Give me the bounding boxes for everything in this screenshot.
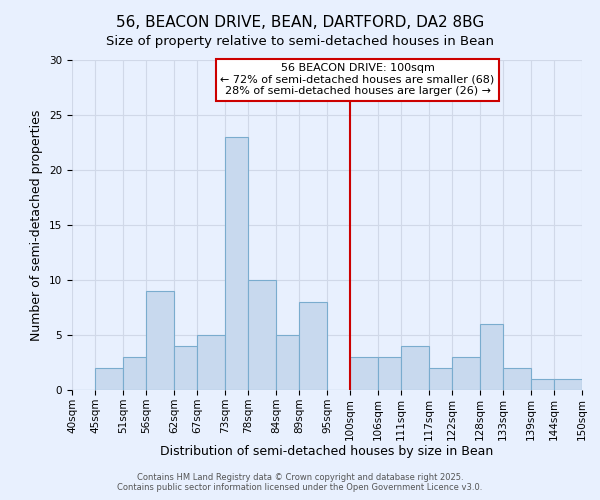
Bar — [452, 357, 480, 390]
Text: Size of property relative to semi-detached houses in Bean: Size of property relative to semi-detach… — [106, 35, 494, 48]
Bar — [429, 368, 452, 390]
X-axis label: Distribution of semi-detached houses by size in Bean: Distribution of semi-detached houses by … — [160, 446, 494, 458]
Text: Contains HM Land Registry data © Crown copyright and database right 2025.
Contai: Contains HM Land Registry data © Crown c… — [118, 473, 482, 492]
Bar — [225, 137, 248, 390]
Bar — [197, 335, 225, 390]
Text: 56 BEACON DRIVE: 100sqm
← 72% of semi-detached houses are smaller (68)
28% of se: 56 BEACON DRIVE: 100sqm ← 72% of semi-de… — [220, 64, 495, 96]
Bar — [350, 357, 378, 390]
Bar — [503, 368, 531, 390]
Text: 56, BEACON DRIVE, BEAN, DARTFORD, DA2 8BG: 56, BEACON DRIVE, BEAN, DARTFORD, DA2 8B… — [116, 15, 484, 30]
Bar — [95, 368, 123, 390]
Y-axis label: Number of semi-detached properties: Number of semi-detached properties — [31, 110, 43, 340]
Bar — [248, 280, 276, 390]
Bar — [378, 357, 401, 390]
Bar — [146, 291, 174, 390]
Bar — [276, 335, 299, 390]
Bar — [123, 357, 146, 390]
Bar — [531, 379, 554, 390]
Bar — [299, 302, 327, 390]
Bar — [480, 324, 503, 390]
Bar — [554, 379, 582, 390]
Bar — [401, 346, 429, 390]
Bar — [174, 346, 197, 390]
